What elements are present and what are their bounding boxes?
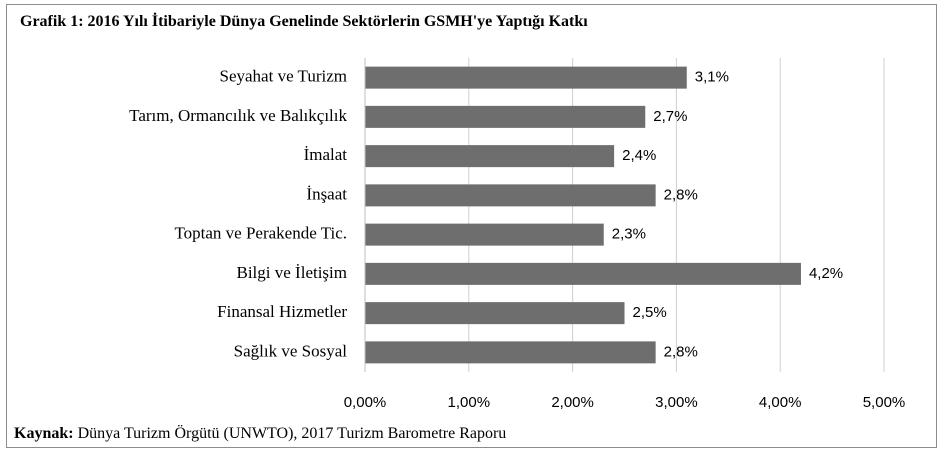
value-label: 4,2% bbox=[809, 265, 843, 282]
y-tick-label: Tarım, Ormancılık ve Balıkçılık bbox=[129, 106, 347, 125]
bar bbox=[365, 262, 801, 285]
source-label: Kaynak: bbox=[14, 425, 74, 442]
bar bbox=[365, 341, 656, 364]
bar bbox=[365, 223, 604, 246]
x-tick-label: 5,00% bbox=[863, 394, 906, 411]
y-tick-label: İmalat bbox=[304, 145, 348, 164]
y-tick-label: İnşaat bbox=[306, 184, 347, 203]
bar bbox=[365, 145, 615, 168]
source-text: Dünya Turizm Örgütü (UNWTO), 2017 Turizm… bbox=[77, 425, 507, 442]
y-tick-label: Finansal Hizmetler bbox=[217, 302, 347, 321]
value-label: 2,7% bbox=[653, 108, 687, 125]
value-label: 3,1% bbox=[695, 69, 729, 86]
y-tick-label: Bilgi ve İletişim bbox=[237, 263, 348, 282]
x-tick-label: 1,00% bbox=[448, 394, 491, 411]
value-label: 2,8% bbox=[664, 343, 698, 360]
value-label: 2,8% bbox=[664, 186, 698, 203]
x-tick-label: 4,00% bbox=[759, 394, 802, 411]
x-tick-label: 0,00% bbox=[344, 394, 387, 411]
bar bbox=[365, 184, 656, 207]
chart-title: Grafik 1: 2016 Yılı İtibariyle Dünya Gen… bbox=[20, 13, 588, 30]
chart-frame bbox=[6, 4, 937, 448]
bar bbox=[365, 66, 687, 89]
y-tick-label: Toptan ve Perakende Tic. bbox=[174, 224, 347, 243]
x-tick-label: 3,00% bbox=[655, 394, 698, 411]
source-note: Kaynak: Dünya Turizm Örgütü (UNWTO), 201… bbox=[14, 425, 506, 443]
y-tick-label: Seyahat ve Turizm bbox=[220, 67, 348, 86]
value-label: 2,4% bbox=[622, 147, 656, 164]
bar bbox=[365, 105, 646, 128]
y-tick-label: Sağlık ve Sosyal bbox=[234, 341, 348, 360]
bar bbox=[365, 302, 625, 325]
value-label: 2,5% bbox=[633, 304, 667, 321]
x-tick-label: 2,00% bbox=[551, 394, 594, 411]
value-label: 2,3% bbox=[612, 226, 646, 243]
